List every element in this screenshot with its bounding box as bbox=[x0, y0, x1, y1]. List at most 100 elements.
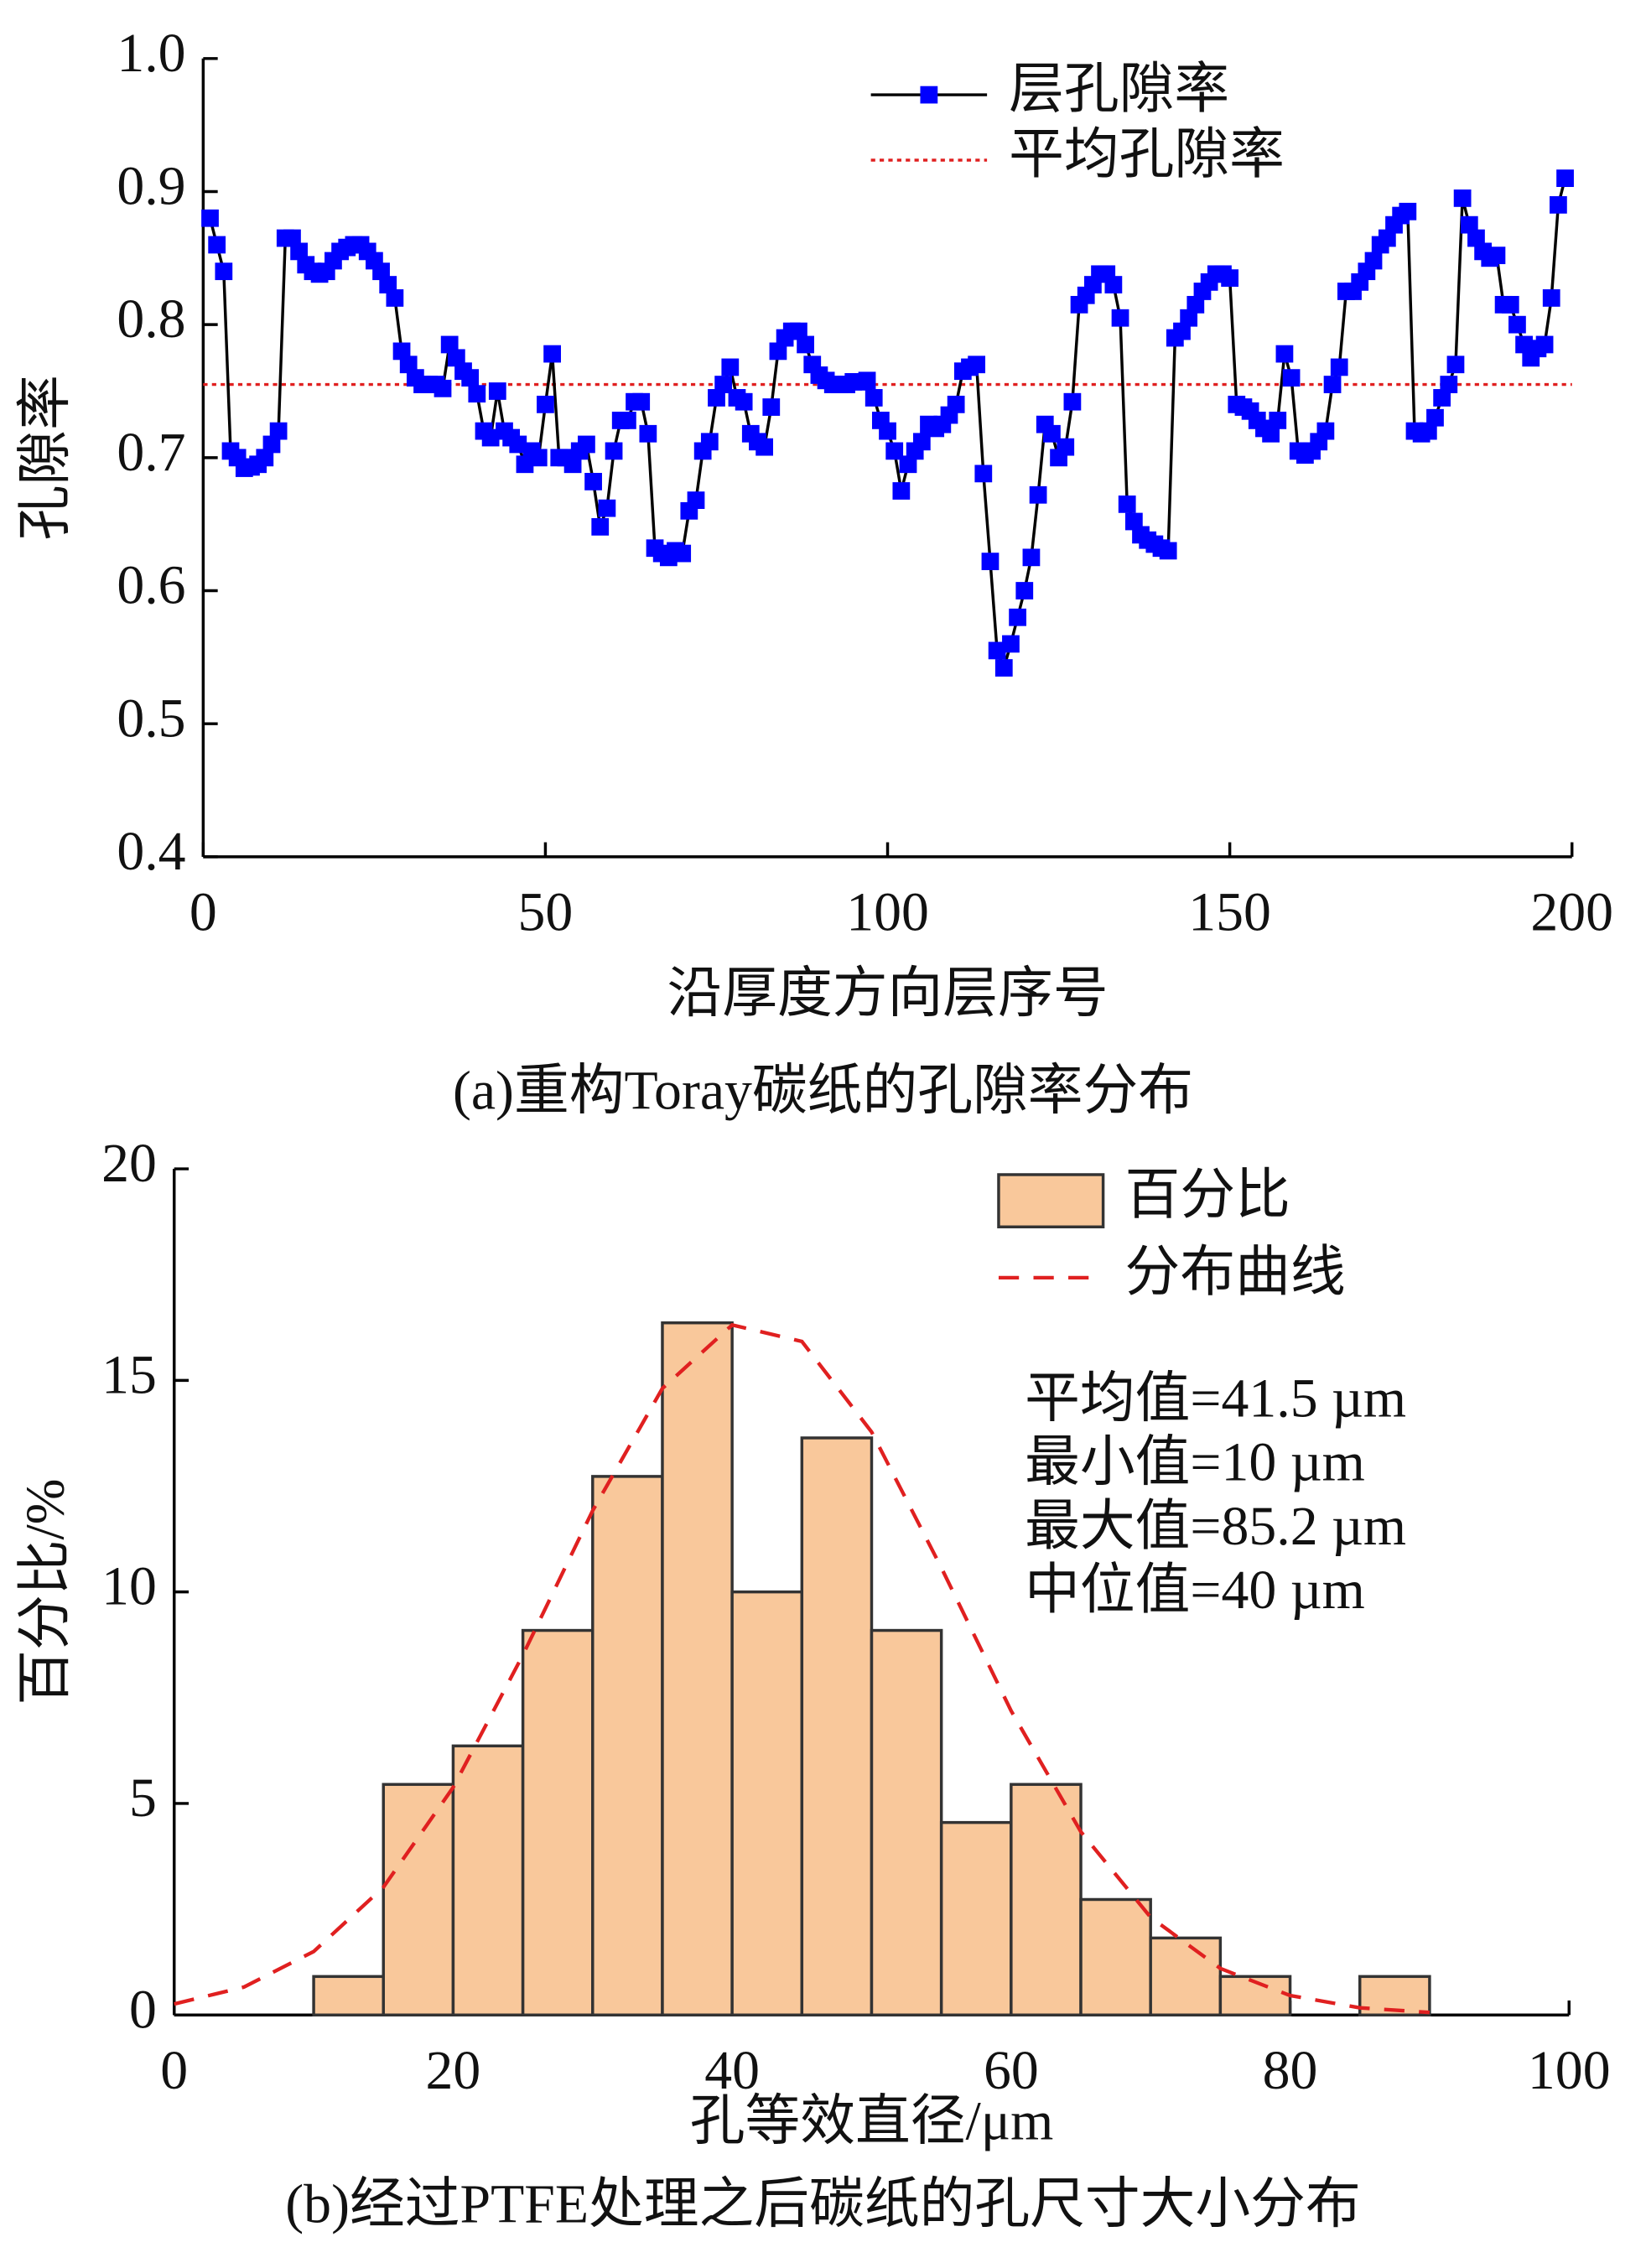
point bbox=[1282, 369, 1301, 387]
point bbox=[578, 435, 595, 454]
point bbox=[1419, 422, 1437, 440]
point bbox=[947, 395, 965, 413]
point bbox=[1186, 295, 1205, 314]
point bbox=[639, 424, 657, 443]
point bbox=[481, 428, 500, 447]
y-tick-label: 20 bbox=[101, 1133, 157, 1194]
legend-marker bbox=[920, 86, 938, 104]
point bbox=[1111, 309, 1129, 327]
point bbox=[468, 385, 486, 403]
point bbox=[1002, 635, 1020, 653]
point bbox=[1488, 247, 1506, 265]
point bbox=[1159, 542, 1177, 560]
point bbox=[1009, 608, 1026, 626]
point bbox=[529, 449, 548, 467]
bar bbox=[1079, 1897, 1152, 2016]
legend-label: 平均孔隙率 bbox=[1009, 124, 1285, 185]
point bbox=[1467, 229, 1485, 247]
y-tick-label: 5 bbox=[129, 1767, 157, 1829]
point bbox=[598, 499, 616, 517]
point bbox=[994, 659, 1013, 677]
point bbox=[215, 262, 233, 281]
point bbox=[1364, 252, 1383, 270]
x-tick-label: 200 bbox=[1530, 882, 1613, 943]
point bbox=[1316, 422, 1335, 440]
point bbox=[537, 395, 554, 413]
y-tick-label: 1.0 bbox=[117, 23, 185, 84]
point bbox=[879, 422, 896, 440]
point bbox=[1063, 392, 1082, 411]
point bbox=[1057, 438, 1075, 456]
point bbox=[1378, 229, 1396, 247]
y-tick-label: 0.9 bbox=[117, 156, 185, 217]
point bbox=[797, 335, 814, 354]
y-tick-label: 0.6 bbox=[117, 555, 185, 616]
point bbox=[1015, 582, 1034, 599]
point bbox=[1269, 412, 1287, 429]
point bbox=[1550, 195, 1567, 214]
point bbox=[790, 322, 807, 340]
point bbox=[262, 435, 281, 454]
bar bbox=[1149, 1936, 1223, 2016]
point bbox=[899, 455, 917, 474]
x-tick-label: 100 bbox=[846, 882, 929, 943]
point bbox=[858, 371, 876, 390]
point bbox=[1104, 276, 1123, 293]
point bbox=[509, 435, 527, 454]
point bbox=[1275, 345, 1294, 363]
bar bbox=[312, 1975, 385, 2016]
point bbox=[1173, 322, 1191, 340]
x-tick-label: 50 bbox=[518, 882, 574, 943]
bar bbox=[730, 1590, 804, 2016]
x-tick-label: 150 bbox=[1188, 882, 1271, 943]
point bbox=[256, 449, 274, 467]
point bbox=[1460, 215, 1478, 234]
bar bbox=[451, 1744, 525, 2016]
point bbox=[714, 376, 733, 393]
point bbox=[974, 464, 993, 483]
point bbox=[461, 369, 480, 387]
y-axis-label: 孔隙率 bbox=[15, 375, 76, 540]
point bbox=[1221, 269, 1239, 288]
point bbox=[1124, 512, 1143, 531]
point bbox=[201, 209, 219, 227]
point bbox=[488, 382, 506, 400]
point bbox=[1542, 289, 1560, 307]
point bbox=[885, 442, 904, 460]
point bbox=[1426, 408, 1444, 427]
point bbox=[755, 438, 774, 456]
legend-swatch bbox=[997, 1173, 1105, 1229]
x-tick-label: 40 bbox=[704, 2040, 760, 2101]
x-tick-label: 0 bbox=[190, 882, 217, 943]
x-tick-label: 60 bbox=[984, 2040, 1039, 2101]
point bbox=[721, 358, 740, 376]
point bbox=[865, 389, 883, 407]
point bbox=[892, 482, 911, 500]
point bbox=[1180, 309, 1198, 327]
y-tick-label: 15 bbox=[101, 1344, 157, 1405]
caption: (b)经过PTFE处理之后碳纸的孔尺寸大小分布 bbox=[285, 2173, 1360, 2234]
point bbox=[1022, 548, 1041, 567]
y-tick-label: 10 bbox=[101, 1556, 157, 1617]
point bbox=[1399, 202, 1417, 221]
point bbox=[981, 553, 1000, 570]
bar bbox=[382, 1783, 455, 2016]
caption: (a)重构Toray碳纸的孔隙率分布 bbox=[453, 1061, 1193, 1122]
point bbox=[434, 379, 452, 397]
point bbox=[735, 392, 753, 411]
y-axis-label: 百分比/% bbox=[15, 1478, 76, 1705]
point bbox=[1029, 485, 1047, 504]
legend-label: 层孔隙率 bbox=[1009, 59, 1229, 120]
point bbox=[283, 229, 301, 247]
bar bbox=[800, 1436, 874, 2016]
point bbox=[1556, 169, 1574, 187]
bar bbox=[521, 1628, 595, 2016]
bar bbox=[870, 1628, 943, 2016]
fit-curve bbox=[174, 1322, 1431, 2015]
point bbox=[605, 442, 623, 460]
point bbox=[372, 262, 390, 281]
point bbox=[1118, 495, 1136, 513]
point bbox=[386, 289, 404, 307]
point bbox=[1330, 358, 1348, 376]
y-tick-label: 0.5 bbox=[117, 688, 185, 749]
